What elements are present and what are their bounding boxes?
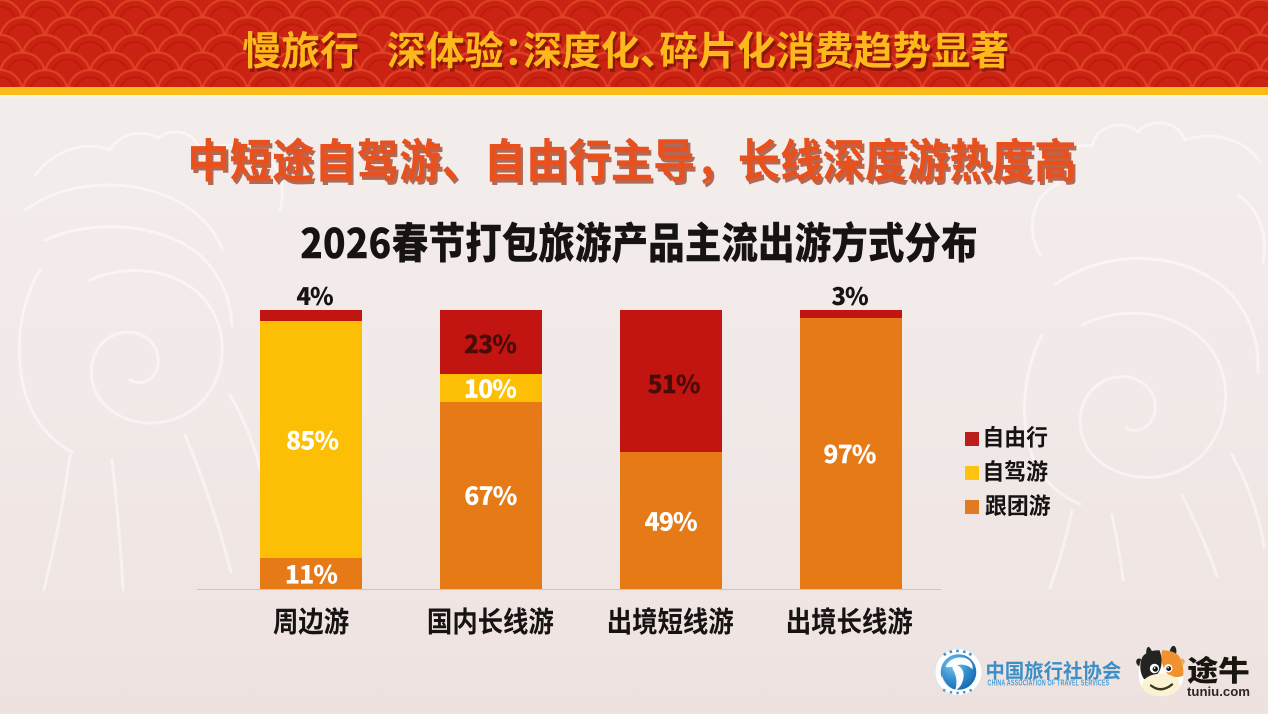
svg-text:tuniu.com: tuniu.com	[1187, 685, 1250, 699]
svg-text:CHINA ASSOCIATION OF TRAVEL SE: CHINA ASSOCIATION OF TRAVEL SERVICES	[988, 680, 1110, 688]
